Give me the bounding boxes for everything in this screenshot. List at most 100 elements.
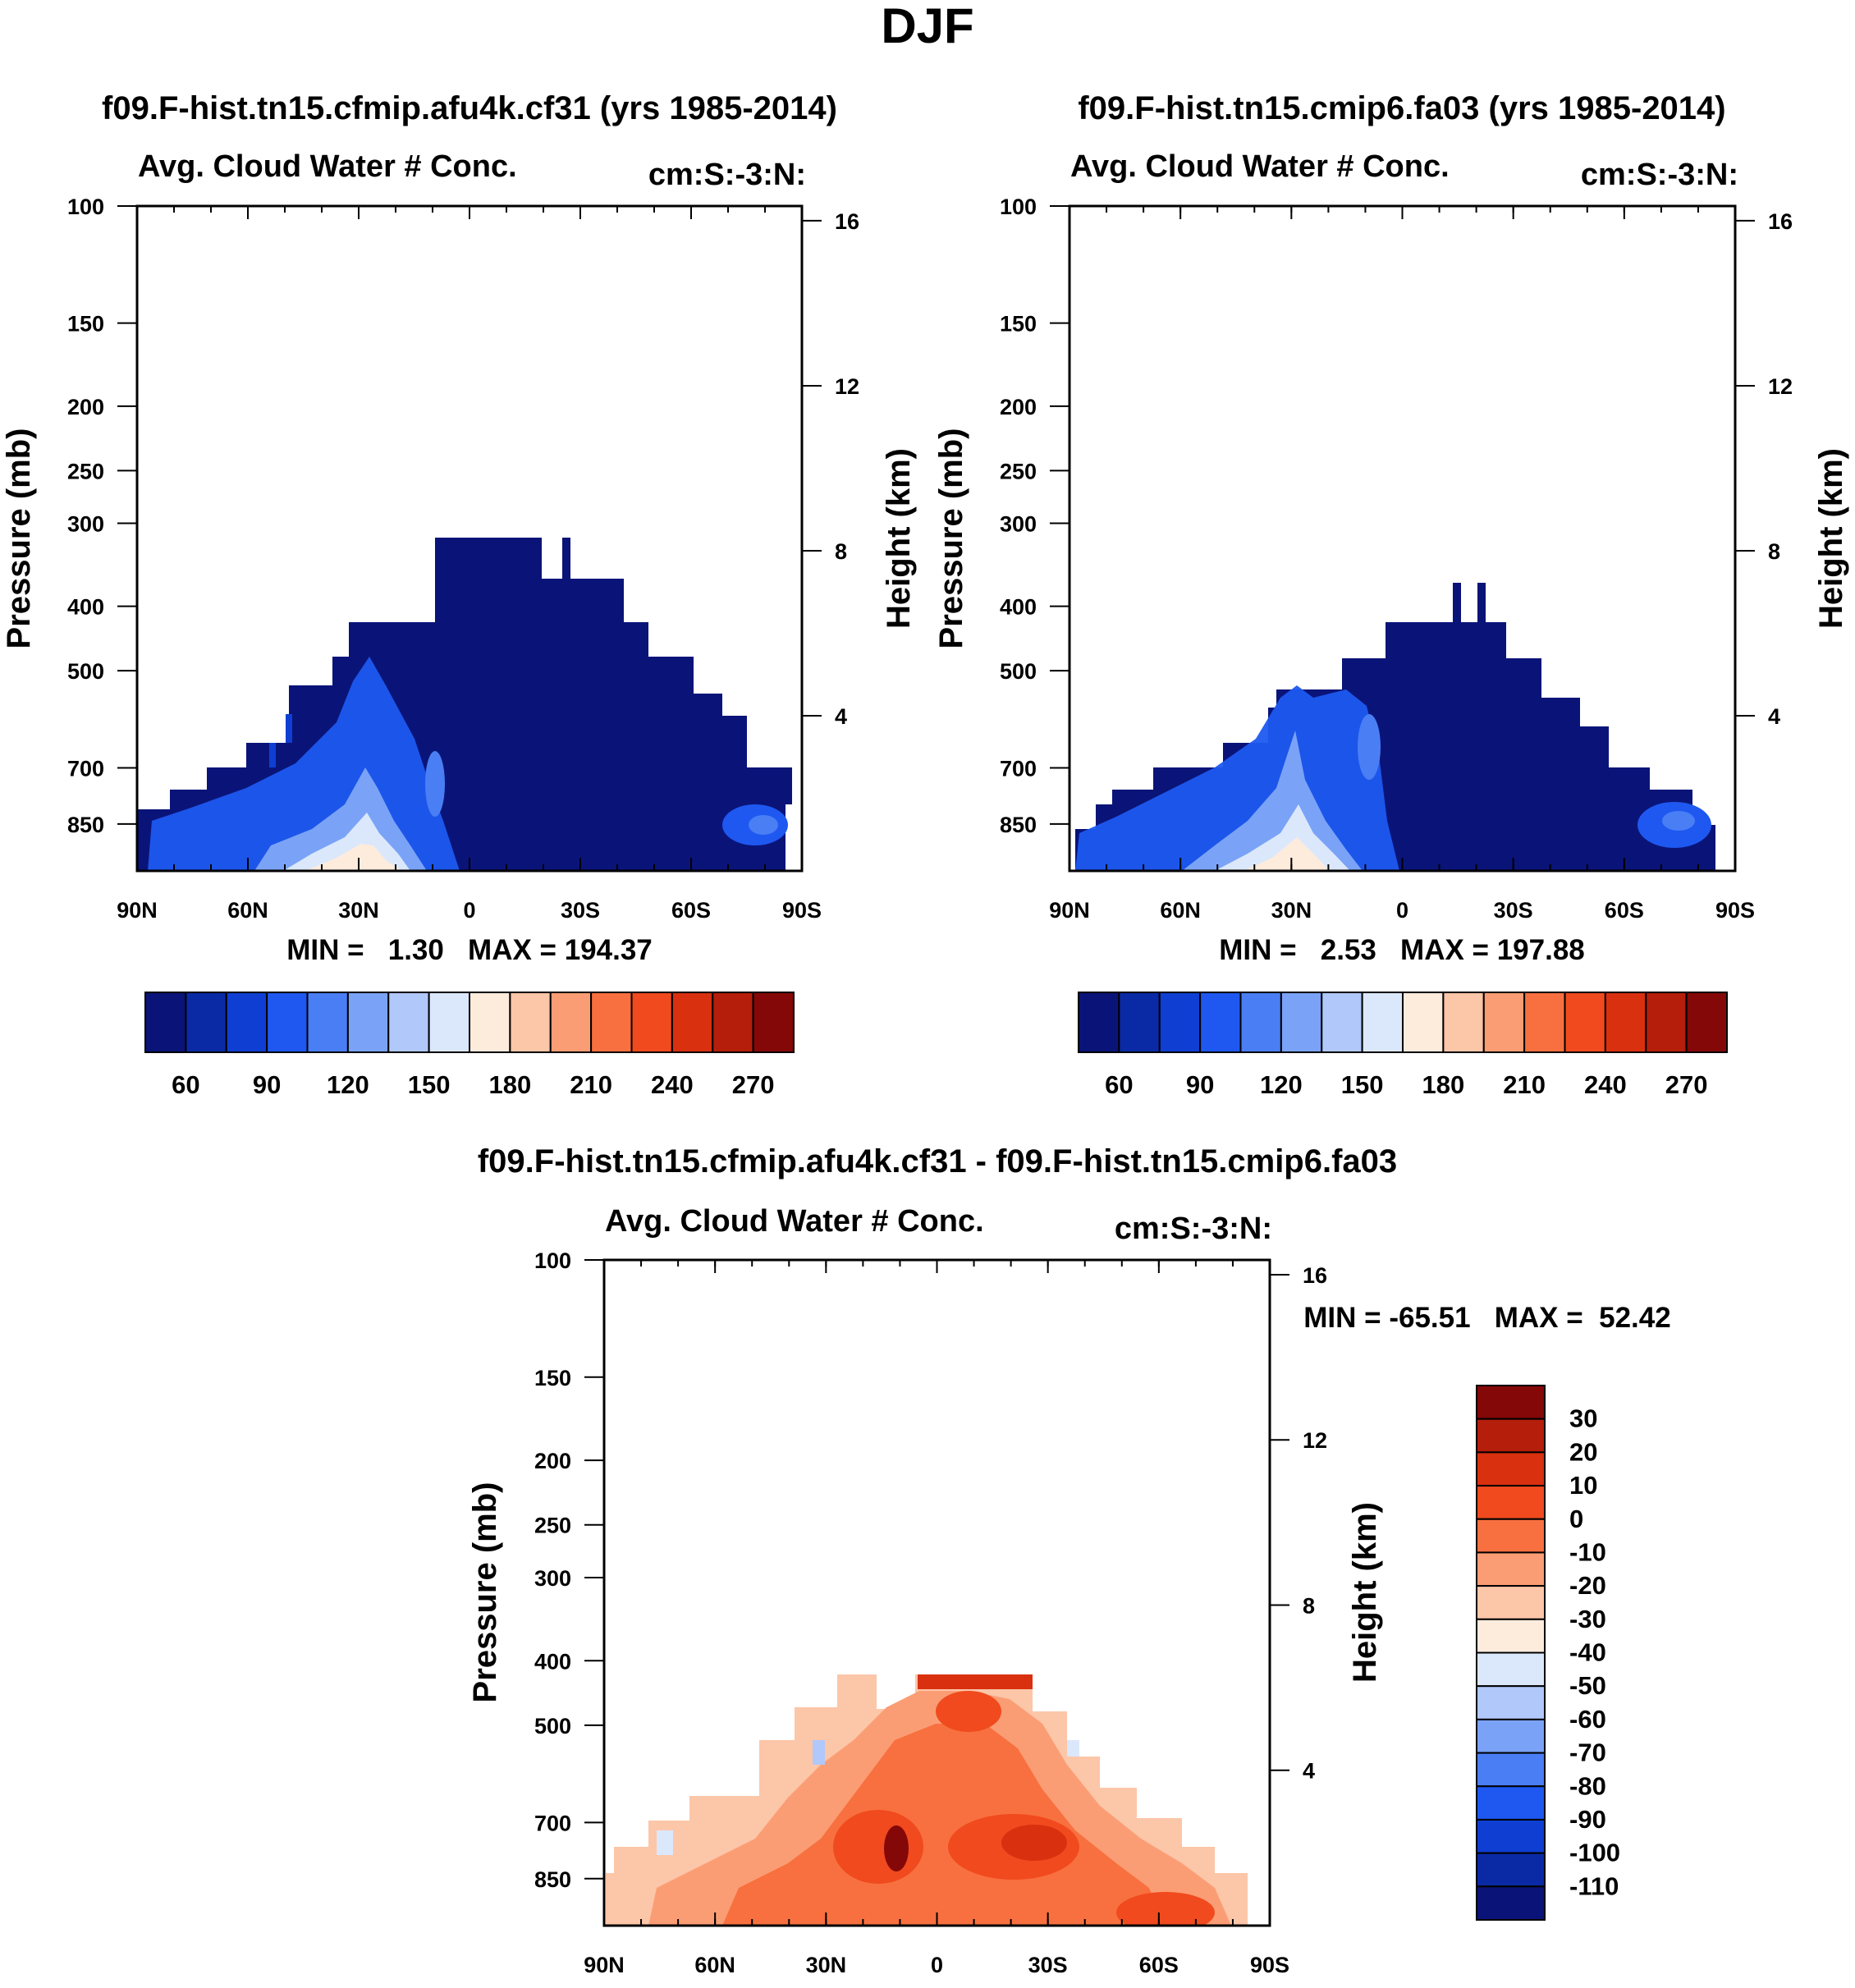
x-tick-label: 60N — [227, 898, 268, 923]
panel-test-field-vortex-south-inner — [749, 815, 778, 835]
y-tick-label: 700 — [534, 1811, 571, 1835]
colorbar-box — [306, 992, 349, 1053]
panel-control-field-lightblue — [1182, 731, 1363, 871]
colorbar-label: 20 — [1569, 1437, 1597, 1466]
colorbar-label: 90 — [253, 1070, 281, 1099]
panel-test-title: f09.F-hist.tn15.cfmip.afu4k.cf31 (yrs 19… — [102, 90, 837, 126]
panel-test-colorbar: 60 90 120 150 180 210 240 270 — [144, 992, 795, 1099]
panel-test-axes: 90N 60N 30N 0 30S 60S 90S 100 150 200 250 300 400 500… — [67, 195, 859, 923]
y-tick-label: 150 — [67, 312, 104, 337]
colorbar-label: -30 — [1569, 1605, 1606, 1633]
panel-control-plot-area — [1069, 206, 1735, 871]
colorbar-box — [1476, 1485, 1546, 1520]
y-right-tick-label: 16 — [1768, 209, 1793, 234]
panel-control-minmax: MIN = 2.53 MAX = 197.88 — [1219, 934, 1585, 966]
colorbar-box — [1118, 992, 1161, 1053]
x-tick-label: 90S — [782, 898, 822, 923]
colorbar-box — [1476, 1852, 1546, 1888]
y-tick-label: 100 — [67, 195, 104, 219]
colorbar-box — [1476, 1585, 1546, 1620]
x-tick-label: 30N — [806, 1953, 847, 1977]
panel-test-ylabel-right: Height (km) — [881, 448, 917, 629]
y-tick-label: 250 — [534, 1514, 571, 1538]
panel-test-units: cm:S:-3:N: — [648, 158, 806, 192]
panel-difference-colorbar: 30 20 10 0 -10 -20 -30 -40 -50 -60 -70 -80 -90 -100 -1… — [1476, 1385, 1620, 1921]
panel-difference: f09.F-hist.tn15.cfmip.afu4k.cf31 - f09.F… — [467, 1143, 1671, 1977]
panel-control: f09.F-hist.tn15.cmip6.fa03 (yrs 1985-201… — [933, 90, 1849, 1099]
figure-title: DJF — [881, 0, 973, 53]
panel-difference-ylabel-right: Height (km) — [1347, 1502, 1383, 1683]
colorbar-label: 270 — [732, 1070, 775, 1099]
colorbar-box — [1476, 1718, 1546, 1754]
y-tick-label: 150 — [1000, 312, 1037, 337]
panel-difference-hotspot-west — [833, 1810, 923, 1884]
colorbar-box — [1280, 992, 1323, 1053]
colorbar-box — [1564, 992, 1606, 1053]
panel-difference-axes: 90N 60N 30N 0 30S 60S 90S 100 150 200 250 300 400 500… — [534, 1248, 1327, 1977]
colorbar-label: 240 — [1584, 1070, 1627, 1099]
y-tick-label: 400 — [67, 595, 104, 620]
colorbar-box — [1321, 992, 1363, 1053]
panel-difference-hotspot-south — [1116, 1892, 1215, 1926]
panel-control-field-peach — [1244, 837, 1330, 871]
x-tick-label: 30N — [338, 898, 379, 923]
panel-difference-left-string: Avg. Cloud Water # Conc. — [605, 1204, 984, 1239]
x-tick-label: 90S — [1250, 1953, 1289, 1977]
colorbar-box — [1361, 992, 1404, 1053]
panel-difference-ylabel: Pressure (mb) — [467, 1482, 503, 1703]
panel-control-title: f09.F-hist.tn15.cmip6.fa03 (yrs 1985-201… — [1078, 90, 1725, 126]
colorbar-box — [1476, 1551, 1546, 1587]
colorbar-box — [549, 992, 593, 1053]
colorbar-box — [671, 992, 714, 1053]
colorbar-label: 60 — [172, 1070, 199, 1099]
colorbar-box — [509, 992, 552, 1053]
colorbar-label: -10 — [1569, 1537, 1606, 1566]
x-tick-label: 0 — [1396, 898, 1408, 923]
panel-difference-minmax: MIN = -65.51 MAX = 52.42 — [1303, 1302, 1670, 1334]
colorbar-box — [1476, 1818, 1546, 1854]
panel-control-field-vortex-south-inner — [1662, 811, 1695, 831]
y-tick-label: 300 — [1000, 511, 1037, 536]
colorbar-label: 150 — [408, 1070, 451, 1099]
colorbar-box — [1476, 1752, 1546, 1788]
x-tick-label: 30N — [1271, 898, 1312, 923]
panel-test-ylabel: Pressure (mb) — [1, 428, 37, 649]
panel-control-left-string: Avg. Cloud Water # Conc. — [1070, 149, 1450, 184]
x-tick-label: 90N — [117, 898, 158, 923]
y-tick-label: 400 — [1000, 595, 1037, 620]
y-tick-label: 200 — [1000, 395, 1037, 419]
colorbar-label: 180 — [1422, 1070, 1465, 1099]
y-tick-label: 850 — [67, 813, 104, 837]
panel-control-field-pale — [1215, 804, 1350, 871]
x-tick-label: 60S — [671, 898, 711, 923]
x-tick-label: 30S — [561, 898, 600, 923]
y-right-tick-label: 4 — [1768, 704, 1780, 729]
colorbar-label: -20 — [1569, 1571, 1606, 1600]
colorbar-label: -60 — [1569, 1705, 1606, 1734]
x-tick-label: 60N — [694, 1953, 735, 1977]
y-tick-label: 700 — [1000, 757, 1037, 781]
x-tick-label: 30S — [1028, 1953, 1068, 1977]
panel-difference-plot-area — [604, 1260, 1270, 1926]
colorbar-label: 210 — [1503, 1070, 1546, 1099]
colorbar-label: -40 — [1569, 1638, 1606, 1667]
colorbar-label: 0 — [1569, 1505, 1583, 1533]
panel-control-colorbar: 60 90 120 150 180 210 240 270 — [1078, 992, 1728, 1099]
y-tick-label: 500 — [67, 659, 104, 684]
panel-control-units: cm:S:-3:N: — [1581, 158, 1738, 192]
colorbar-box — [1199, 992, 1242, 1053]
panel-difference-hotspot-west-core — [884, 1825, 909, 1871]
colorbar-box — [630, 992, 673, 1053]
colorbar-box — [1604, 992, 1647, 1053]
colorbar-box — [1239, 992, 1282, 1053]
colorbar-box — [1476, 1418, 1546, 1454]
colorbar-box — [1482, 992, 1526, 1053]
colorbar-box — [1476, 1618, 1546, 1654]
y-right-tick-label: 12 — [1768, 374, 1793, 399]
panel-control-ylabel: Pressure (mb) — [933, 428, 969, 649]
y-tick-label: 100 — [534, 1248, 571, 1273]
colorbar-box — [1476, 1885, 1546, 1921]
colorbar-box — [1158, 992, 1202, 1053]
panel-difference-hotspot-upper — [936, 1691, 1001, 1732]
x-tick-label: 0 — [931, 1953, 943, 1977]
